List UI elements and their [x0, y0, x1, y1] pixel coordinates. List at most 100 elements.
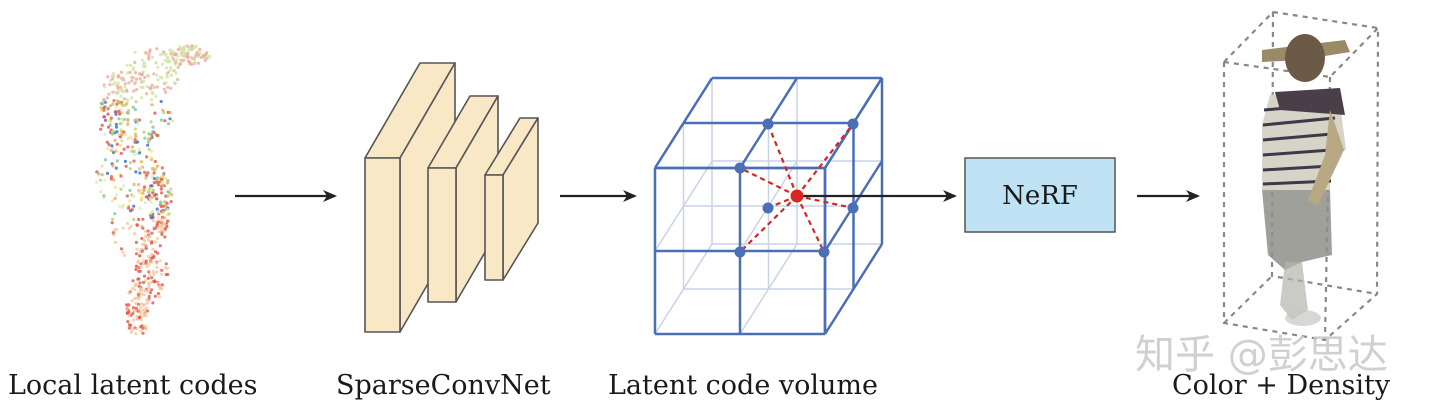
point	[128, 167, 132, 171]
point	[126, 320, 130, 324]
point	[188, 45, 192, 50]
point	[150, 276, 154, 280]
point	[134, 71, 138, 75]
point	[170, 193, 174, 197]
point	[161, 108, 165, 112]
point	[129, 330, 133, 334]
point	[123, 159, 127, 163]
point	[147, 263, 151, 267]
point	[145, 301, 149, 305]
point	[172, 69, 176, 73]
point	[137, 269, 141, 273]
point	[151, 301, 155, 305]
point	[165, 266, 169, 270]
point	[106, 75, 110, 79]
point	[127, 226, 131, 230]
point	[154, 167, 158, 171]
point	[154, 94, 158, 98]
point	[156, 291, 160, 296]
point	[135, 314, 139, 318]
point	[126, 206, 131, 210]
point	[128, 161, 132, 165]
point	[134, 117, 139, 122]
point	[134, 296, 138, 300]
point	[130, 79, 134, 83]
point	[134, 332, 138, 336]
point	[120, 117, 124, 121]
point	[151, 219, 155, 223]
point	[118, 144, 123, 148]
point	[137, 118, 142, 122]
point	[147, 53, 151, 57]
point	[169, 200, 173, 204]
point	[130, 149, 134, 153]
nerf-label: NeRF	[1002, 181, 1078, 211]
point	[147, 193, 151, 197]
point	[194, 51, 199, 56]
point	[143, 75, 147, 79]
point	[185, 55, 190, 60]
point	[149, 216, 153, 220]
point	[155, 133, 159, 138]
point	[114, 166, 118, 170]
point	[188, 62, 192, 66]
point	[109, 177, 113, 181]
point-cloud-human	[95, 44, 211, 336]
point	[153, 159, 157, 164]
point	[127, 314, 131, 318]
point	[133, 138, 137, 142]
point	[133, 232, 137, 236]
point	[131, 306, 136, 310]
point	[95, 170, 99, 174]
point	[144, 259, 148, 263]
point	[111, 147, 115, 151]
point	[150, 260, 154, 264]
point	[155, 176, 160, 180]
point	[166, 194, 170, 198]
point	[160, 76, 164, 80]
point	[141, 217, 145, 221]
point	[106, 147, 110, 151]
point	[150, 55, 155, 59]
point	[133, 127, 137, 131]
point	[109, 175, 114, 179]
point	[131, 312, 135, 316]
point	[140, 292, 144, 296]
point	[138, 166, 142, 170]
point	[103, 132, 107, 136]
point	[156, 251, 160, 255]
point	[113, 138, 117, 142]
point	[168, 117, 172, 121]
point	[140, 72, 144, 77]
point	[133, 81, 137, 85]
point	[138, 151, 142, 155]
point	[149, 280, 153, 284]
vertex-latent-code	[734, 246, 746, 258]
point	[119, 94, 123, 98]
point	[134, 306, 138, 310]
point	[158, 180, 162, 184]
point	[132, 159, 136, 163]
point	[126, 118, 130, 122]
point	[110, 132, 114, 136]
point	[139, 265, 143, 269]
point	[153, 177, 157, 181]
point	[150, 195, 154, 199]
point	[174, 71, 178, 75]
point	[135, 223, 139, 227]
point	[144, 327, 148, 331]
point	[138, 305, 142, 309]
point	[145, 85, 149, 89]
point	[146, 254, 151, 259]
point	[155, 85, 159, 89]
point	[129, 224, 133, 228]
point	[107, 143, 111, 147]
point	[164, 53, 168, 57]
point	[165, 56, 170, 60]
point	[122, 184, 126, 188]
point	[159, 187, 163, 191]
point	[135, 247, 139, 251]
point	[162, 87, 166, 91]
point	[127, 291, 131, 295]
point	[194, 44, 198, 48]
